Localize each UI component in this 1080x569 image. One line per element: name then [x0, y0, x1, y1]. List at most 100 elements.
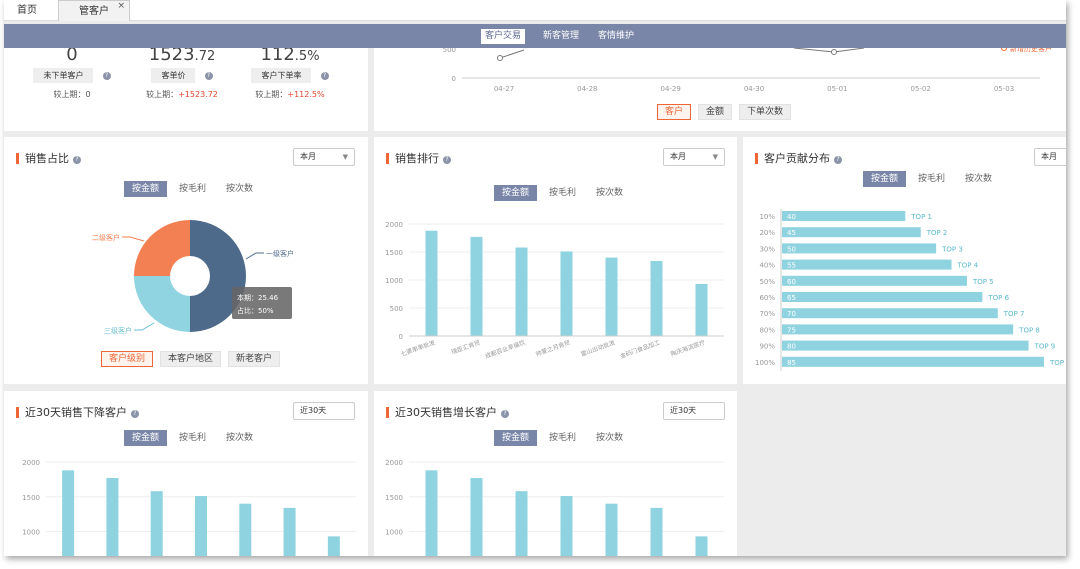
bar[interactable]	[782, 356, 1044, 367]
metric-profit[interactable]: 按毛利	[179, 184, 207, 194]
bar-rank-label: TOP	[1049, 359, 1064, 367]
metric-amount[interactable]: 按金额	[863, 171, 907, 187]
bar[interactable]	[782, 292, 983, 302]
metric-amount[interactable]: 按金额	[124, 181, 168, 197]
nav-new-customer[interactable]: 新客管理	[543, 31, 580, 41]
bar[interactable]	[470, 236, 483, 336]
bar[interactable]	[425, 470, 438, 556]
help-icon[interactable]: ?	[320, 72, 329, 80]
bar-value-label: 55	[787, 262, 796, 270]
app-window: 首页 管客户 × 0 未下单客户 ? 较上期：0 1523.72 客单价 ? 较…	[4, 0, 1066, 556]
bar-value-label: 85	[787, 359, 796, 367]
bar[interactable]	[327, 536, 340, 556]
metric-profit[interactable]: 按毛利	[918, 174, 946, 184]
legend-label: 新增历史客户	[1010, 44, 1052, 53]
bar[interactable]	[239, 503, 252, 556]
bar[interactable]	[782, 324, 1014, 335]
bar[interactable]	[150, 491, 163, 556]
help-icon[interactable]: ?	[73, 156, 81, 164]
tooltip-box[interactable]	[232, 287, 292, 319]
chevron-down-icon: ▼	[712, 153, 718, 161]
y-tick-label: 2000	[385, 221, 403, 229]
trend-switch-customer[interactable]: 客户	[657, 104, 692, 120]
metric-count[interactable]: 按次数	[226, 433, 254, 443]
help-icon[interactable]: ?	[834, 156, 842, 164]
bar[interactable]	[782, 227, 921, 238]
bar[interactable]	[695, 283, 708, 336]
metric-profit[interactable]: 按毛利	[549, 188, 577, 198]
period-select[interactable]: 近30天	[663, 402, 725, 420]
bar[interactable]	[195, 496, 207, 556]
bar[interactable]	[782, 308, 998, 319]
metric-count[interactable]: 按次数	[596, 188, 624, 198]
bar[interactable]	[106, 477, 119, 556]
help-icon[interactable]: ?	[501, 410, 509, 418]
help-icon[interactable]: ?	[204, 72, 213, 80]
nav-customer-trade[interactable]: 客户交易	[481, 29, 526, 44]
card-title: 销售占比?	[16, 153, 81, 164]
bar[interactable]	[782, 211, 906, 221]
metric-count[interactable]: 按次数	[965, 174, 993, 184]
bar[interactable]	[782, 259, 952, 270]
nav-customer-care[interactable]: 客情维护	[598, 31, 635, 41]
period-select[interactable]: 近30天	[293, 402, 355, 420]
pie-slice[interactable]	[134, 276, 190, 332]
metric-profit[interactable]: 按毛利	[179, 433, 207, 443]
tab-customer[interactable]: 管客户 ×	[58, 0, 130, 21]
help-icon[interactable]: ?	[443, 156, 451, 164]
bar[interactable]	[650, 507, 663, 556]
bar[interactable]	[782, 243, 937, 254]
bar[interactable]	[605, 503, 618, 556]
bar[interactable]	[425, 230, 438, 336]
metric-count[interactable]: 按次数	[596, 433, 624, 443]
kpi-compare: 较上期：+112.5%	[255, 90, 325, 99]
bar[interactable]	[650, 260, 663, 336]
trend-switch-orders[interactable]: 下单次数	[739, 104, 792, 120]
trend-switch-amount[interactable]: 金额	[698, 104, 733, 120]
bar[interactable]	[470, 477, 483, 556]
period-select[interactable]: 本月 ▼	[663, 148, 725, 166]
bar[interactable]	[283, 507, 296, 556]
dimension-new-old[interactable]: 新老客户	[228, 351, 281, 367]
leader-line	[122, 236, 145, 242]
period-select[interactable]: 本月 ▼	[293, 148, 355, 166]
sales-rank-card: 销售排行? 本月 ▼ 按金额 按毛利 按次数 0 500 1000 1500 2000 七婆串串…	[374, 137, 737, 384]
bar[interactable]	[782, 275, 967, 286]
dimension-level[interactable]: 客户级别	[101, 351, 154, 367]
kpi-value: 0	[66, 48, 78, 62]
help-icon[interactable]: ?	[131, 410, 139, 418]
bar[interactable]	[560, 251, 573, 336]
metric-amount[interactable]: 按金额	[494, 185, 538, 201]
bar[interactable]	[515, 491, 528, 556]
top-nav: 客户交易 新客管理 客情维护	[4, 24, 1066, 48]
close-icon[interactable]: ×	[117, 1, 125, 11]
x-tick-label: 04-29	[660, 85, 680, 93]
metric-count[interactable]: 按次数	[226, 184, 254, 194]
data-point[interactable]	[831, 49, 837, 55]
pie-slice[interactable]	[134, 220, 190, 276]
data-point[interactable]	[497, 55, 503, 61]
y-tick-label: 70%	[759, 310, 775, 318]
bar[interactable]	[695, 536, 708, 556]
bar[interactable]	[62, 470, 75, 556]
slice-label: 三级客户	[104, 326, 132, 335]
dimension-region[interactable]: 本客户地区	[160, 351, 222, 367]
tab-home[interactable]: 首页	[17, 5, 37, 16]
bar[interactable]	[515, 247, 528, 336]
y-tick-label: 500	[443, 46, 456, 54]
metric-amount[interactable]: 按金额	[124, 430, 168, 446]
dimension-switch: 客户级别 本客户地区 新老客户	[101, 351, 287, 367]
kpi-compare: 较上期：0	[53, 90, 91, 99]
metric-profit[interactable]: 按毛利	[549, 433, 577, 443]
metric-amount[interactable]: 按金额	[494, 430, 538, 446]
period-select[interactable]: 本月	[1034, 148, 1066, 166]
y-tick-label: 1000	[385, 529, 403, 537]
help-icon[interactable]: ?	[102, 72, 111, 80]
x-tick-label: 雷山出动批发	[580, 338, 617, 358]
trend-line	[499, 49, 525, 59]
kpi-value: 1523.72	[148, 48, 216, 62]
bar[interactable]	[605, 257, 618, 336]
bar[interactable]	[782, 340, 1029, 351]
bar[interactable]	[560, 496, 573, 556]
